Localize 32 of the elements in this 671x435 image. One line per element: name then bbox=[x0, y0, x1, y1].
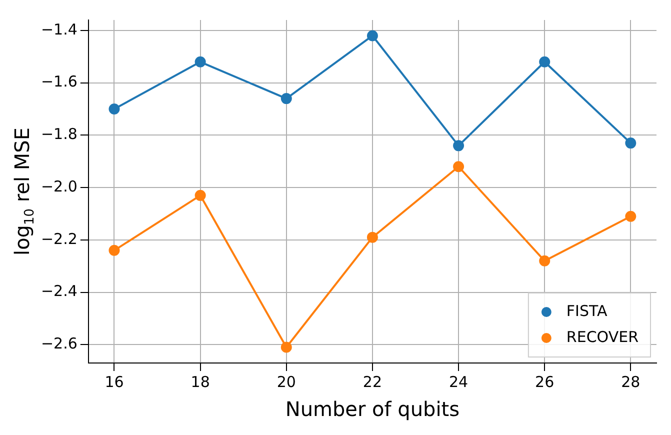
point bbox=[453, 161, 464, 172]
point bbox=[108, 104, 120, 115]
point bbox=[366, 30, 378, 42]
legend-label: RECOVER bbox=[566, 328, 638, 346]
point bbox=[625, 138, 636, 149]
x-tick-label: 16 bbox=[104, 372, 124, 391]
y-axis-title: log10 rel MSE bbox=[10, 128, 38, 256]
point bbox=[194, 190, 206, 201]
point bbox=[453, 140, 464, 152]
y-tick-label: −1.6 bbox=[40, 72, 78, 91]
point bbox=[280, 93, 292, 104]
x-tick-label: 26 bbox=[535, 372, 554, 391]
y-tick-label: −2.2 bbox=[40, 230, 78, 248]
point bbox=[280, 342, 292, 353]
point bbox=[539, 255, 550, 266]
y-tick-label: −2.6 bbox=[40, 334, 78, 353]
y-tick-label: −2.0 bbox=[40, 177, 78, 196]
y-tick-label: −1.8 bbox=[40, 125, 78, 144]
x-axis-title: Number of qubits bbox=[285, 397, 460, 422]
y-tick-label: −2.4 bbox=[40, 282, 78, 300]
x-tick-label: 22 bbox=[362, 372, 382, 391]
legend-label: FISTA bbox=[566, 302, 608, 320]
point bbox=[108, 244, 120, 256]
x-tick-label: 18 bbox=[190, 372, 210, 391]
x-tick-label: 24 bbox=[448, 372, 468, 391]
x-tick-label: 28 bbox=[621, 372, 640, 391]
x-tick-label: 20 bbox=[276, 372, 296, 391]
point bbox=[194, 56, 206, 68]
y-tick-label: −1.4 bbox=[40, 20, 78, 38]
point bbox=[366, 232, 378, 243]
point bbox=[625, 210, 636, 222]
point bbox=[539, 56, 550, 68]
